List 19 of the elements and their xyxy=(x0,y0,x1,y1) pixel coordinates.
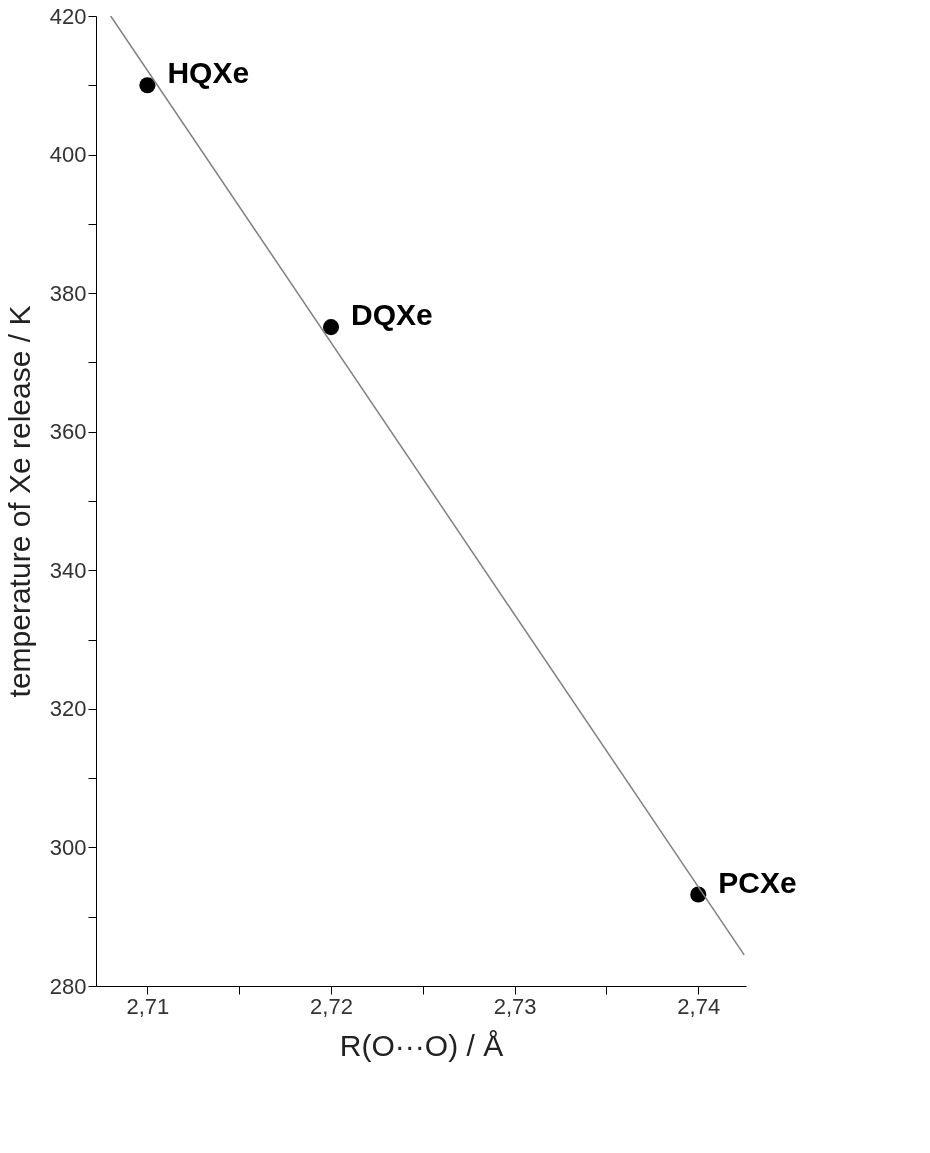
point xyxy=(139,77,156,94)
x-tick-label: 2,72 xyxy=(310,993,353,1019)
x-tick-label: 2,73 xyxy=(493,993,537,1019)
y-tick-label: 300 xyxy=(49,834,87,860)
annotation: DQXe xyxy=(351,298,433,332)
y-tick-label: 380 xyxy=(49,280,87,306)
y-tick-label: 360 xyxy=(49,419,87,445)
y-tick-label: 420 xyxy=(49,3,87,29)
annotation: PCXe xyxy=(718,865,797,899)
annotation: HQXe xyxy=(167,56,250,90)
point xyxy=(322,319,340,336)
y-axis-title: temperature of Xe release / K xyxy=(2,305,36,698)
y-tick-label: 280 xyxy=(49,973,87,999)
y-tick-label: 400 xyxy=(49,142,87,168)
x-tick-label: 2,71 xyxy=(126,993,170,1019)
x-tick-label: 2,74 xyxy=(677,993,721,1019)
y-tick-label: 320 xyxy=(49,696,87,722)
y-tick-label: 340 xyxy=(49,557,87,583)
x-axis-title: R(O···O) / Å xyxy=(339,1028,504,1062)
